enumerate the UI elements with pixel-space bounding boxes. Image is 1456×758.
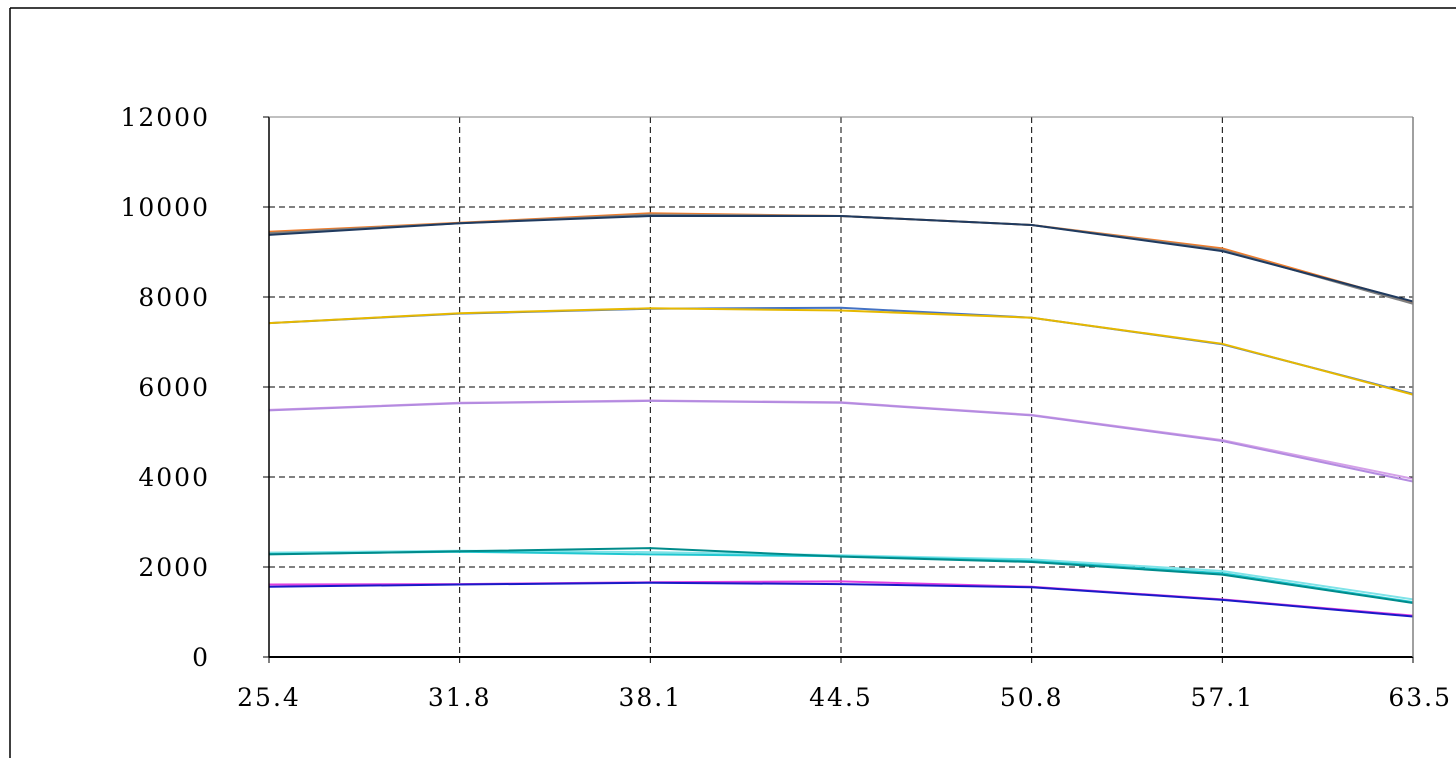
- series-lines: [268, 212, 1414, 618]
- series-line: [268, 215, 1414, 303]
- x-tick-label: 50.8: [1000, 683, 1064, 712]
- y-tick-label: 8000: [138, 283, 210, 312]
- x-tick-label: 31.8: [428, 683, 492, 712]
- x-tick-label: 44.5: [809, 683, 873, 712]
- x-tick-label: 57.1: [1190, 683, 1254, 712]
- series-line: [268, 581, 1414, 618]
- x-tick-labels: 25.4 31.8 38.1 44.5 50.8 57.1 63.5: [237, 683, 1452, 712]
- series-line: [268, 307, 1414, 396]
- x-tick-label: 25.4: [237, 683, 301, 712]
- x-tick-label: 63.5: [1388, 683, 1452, 712]
- y-tick-label: 12000: [120, 103, 210, 132]
- x-tick-label: 38.1: [618, 683, 682, 712]
- y-tick-label: 4000: [138, 463, 210, 492]
- series-line: [268, 399, 1414, 483]
- series-line: [268, 547, 1414, 604]
- axes: [263, 116, 1414, 663]
- y-tick-label: 2000: [138, 553, 210, 582]
- y-tick-label: 0: [192, 643, 210, 672]
- y-tick-labels: 0 2000 4000 6000 8000 10000 12000: [120, 103, 210, 672]
- y-tick-label: 10000: [120, 193, 210, 222]
- y-tick-label: 6000: [138, 373, 210, 402]
- grid-lines: [269, 117, 1413, 657]
